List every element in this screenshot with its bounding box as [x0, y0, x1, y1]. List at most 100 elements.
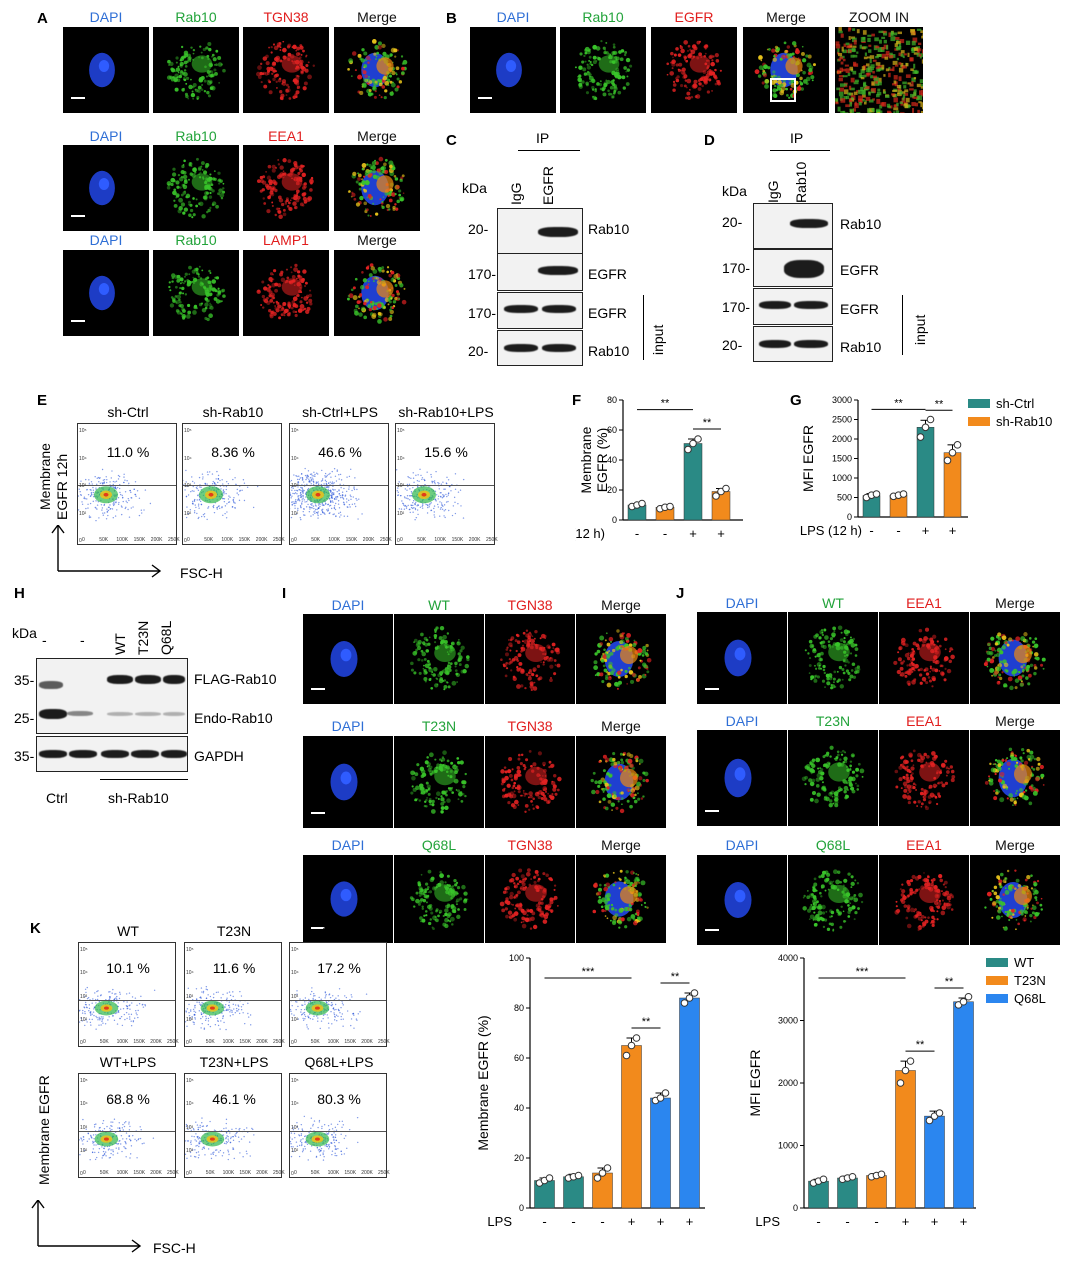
flow-percentage: 80.3 % — [317, 1090, 361, 1107]
panel-i-row2-image-4 — [576, 736, 666, 828]
lps-sign: - — [816, 1214, 820, 1229]
y-tick-label: 3000 — [778, 1016, 798, 1026]
flow-x-tick: 0 — [189, 1039, 192, 1045]
data-point — [666, 502, 674, 511]
flow-title: sh-Ctrl — [107, 404, 149, 420]
panel-j-row3-label-2: Q68L — [815, 837, 851, 853]
y-tick-label: 60 — [514, 1053, 524, 1063]
bar — [683, 443, 703, 521]
blot-d-row3 — [753, 288, 833, 325]
flow-e-plot-4: 0 50K 100K 150K 200K 250K 10⁵ 10⁴ 10³ 10² 0 sh-Rab1… — [372, 404, 498, 545]
flow-percentage: 10.1 % — [106, 959, 150, 976]
flow-x-tick: 0 — [400, 537, 403, 543]
legend-swatch — [986, 994, 1008, 1003]
data-point — [593, 1174, 602, 1182]
significance-label: ** — [703, 417, 712, 429]
panel-j-row2-label-4: Merge — [995, 713, 1035, 729]
panel-i-row2-image-2 — [394, 736, 484, 828]
data-point — [622, 1051, 631, 1060]
flow-x-tick: 200K — [362, 537, 375, 543]
blot-h-protein-1: FLAG-Rab10 — [194, 671, 277, 687]
y-tick-label: 60 — [607, 425, 617, 435]
lane-label-c-2: EGFR — [540, 166, 556, 205]
panel-i-row2-image-3 — [485, 736, 575, 828]
lps-sign: + — [717, 526, 725, 541]
panel-a-row2-image-2 — [153, 145, 239, 231]
panel-j-row1-label-1: DAPI — [725, 595, 759, 611]
blot-h-protein-3: GAPDH — [194, 748, 244, 764]
flow-x-tick: 100K — [116, 1170, 129, 1176]
lps-sign: + — [628, 1214, 636, 1229]
blot-c-protein-1: Rab10 — [588, 221, 630, 237]
flow-y-tick: 0 — [186, 1171, 189, 1177]
flow-x-tick: 250K — [168, 537, 180, 543]
blot-d-marker-3: 170- — [722, 299, 751, 315]
flow-title: Q68L+LPS — [304, 1054, 374, 1070]
flow-x-tick: 50K — [310, 1170, 320, 1176]
bar — [563, 1176, 584, 1209]
blot-band — [135, 675, 161, 684]
bar — [679, 997, 700, 1209]
data-point — [921, 423, 930, 432]
flow-y-tick: 10² — [291, 510, 299, 517]
flow-y-tick: 10⁴ — [291, 1101, 299, 1108]
flow-x-tick: 200K — [256, 1039, 268, 1045]
blot-d-marker-4: 20- — [722, 337, 743, 353]
y-tick-label: 40 — [514, 1103, 524, 1113]
panel-b-image-2 — [560, 27, 646, 113]
zoom-box — [770, 78, 796, 102]
flow-y-tick: 10³ — [80, 993, 88, 1000]
data-point — [656, 1094, 665, 1102]
blot-band — [131, 750, 159, 758]
gate-line — [183, 485, 281, 486]
lps-sign: - — [845, 1214, 849, 1229]
y-axis-label: Membrane EGFR (%) — [475, 1015, 491, 1150]
blot-c-row1 — [497, 208, 583, 254]
flow-y-tick: 10⁴ — [184, 455, 192, 462]
data-point — [574, 1171, 583, 1180]
panel-a-row2-image-1 — [63, 145, 149, 231]
lps-sign: - — [600, 1214, 604, 1229]
flow-e-xlabel: FSC-H — [180, 565, 223, 581]
flow-x-tick: 100K — [221, 537, 234, 543]
panel-j-row2-label-2: T23N — [815, 713, 851, 729]
flow-k-ylabel: Membrane EGFR — [36, 1075, 52, 1185]
blot-d-protein-3: EGFR — [840, 301, 879, 317]
data-point — [906, 1057, 915, 1065]
flow-x-tick: 100K — [327, 1170, 340, 1176]
blot-band — [538, 227, 578, 237]
flow-x-tick: 250K — [167, 1170, 179, 1176]
flow-x-tick: 150K — [344, 1170, 357, 1176]
panel-j-row2-image-3 — [879, 730, 969, 826]
bar — [895, 1070, 916, 1209]
data-point — [943, 456, 952, 465]
panel-j-row3-image-3 — [879, 855, 969, 945]
data-point — [819, 1175, 828, 1184]
blot-band — [107, 675, 133, 684]
y-tick-label: 2000 — [778, 1078, 798, 1088]
panel-j-row3-label-3: EEA1 — [906, 837, 942, 853]
blot-band — [759, 301, 791, 309]
lps-sign: - — [542, 1214, 546, 1229]
ip-line-d — [770, 150, 830, 151]
flow-x-tick: 150K — [133, 537, 146, 543]
scale-bar — [478, 97, 492, 99]
panel-j-row2-label-3: EEA1 — [906, 713, 942, 729]
data-point — [545, 1174, 554, 1182]
flow-x-tick: 200K — [361, 1039, 373, 1045]
y-tick-label: 1000 — [832, 473, 852, 483]
chart-g: 0 500 1000 1500 2000 2500 3000 MFI EGFR - - + + LPS … — [800, 395, 1053, 538]
scale-bar — [705, 688, 719, 690]
y-tick-label: 500 — [837, 493, 852, 503]
panel-a-row3-label-2: Rab10 — [175, 232, 217, 248]
bar — [650, 1097, 671, 1209]
flow-y-tick: 10⁴ — [80, 970, 88, 977]
flow-y-tick: 10² — [397, 510, 405, 517]
blot-d-marker-2: 170- — [722, 260, 751, 276]
panel-label-i: I — [282, 585, 287, 602]
panel-b-label-3: EGFR — [674, 9, 714, 25]
flow-percentage: 46.6 % — [318, 443, 362, 460]
bar — [837, 1177, 858, 1209]
flow-y-tick: 10⁵ — [291, 1078, 299, 1084]
flow-x-tick: 100K — [116, 537, 129, 543]
